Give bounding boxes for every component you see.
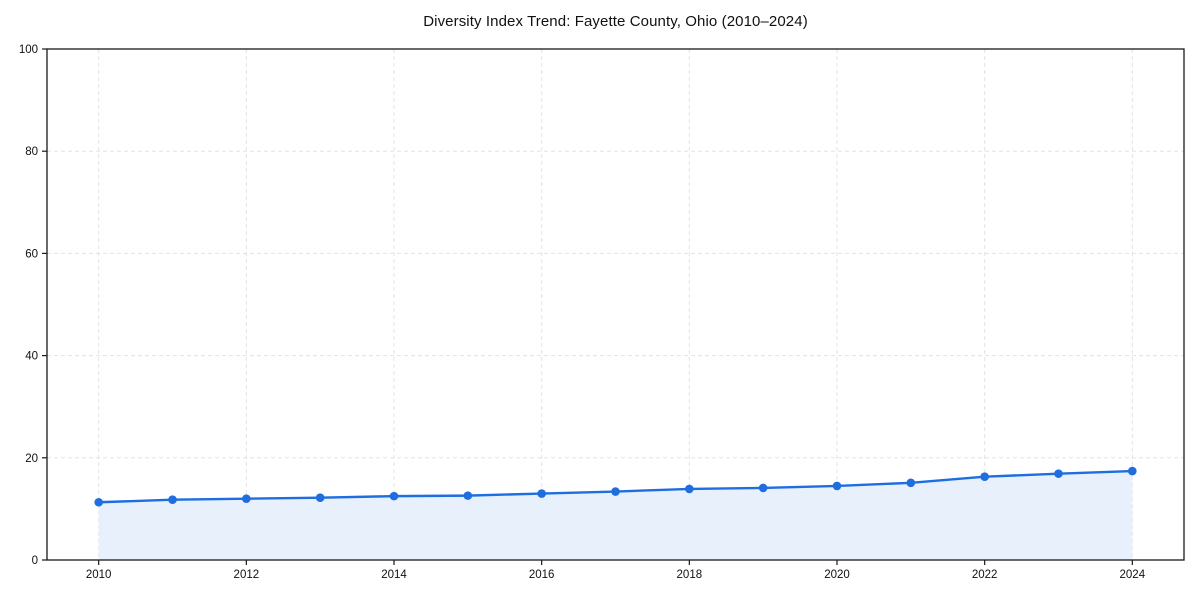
- y-tick-label: 40: [25, 351, 38, 363]
- data-point: [315, 493, 325, 502]
- data-point: [1054, 469, 1063, 478]
- x-tick-label: 2010: [86, 569, 112, 581]
- y-tick-label: 20: [25, 453, 38, 465]
- x-tick-label: 2020: [824, 569, 850, 581]
- x-tick-label: 2014: [381, 569, 407, 581]
- x-tick-label: 2024: [1120, 569, 1146, 581]
- data-point: [980, 472, 989, 482]
- data-point: [832, 481, 842, 491]
- data-point: [758, 483, 768, 493]
- data-point: [94, 497, 103, 507]
- data-point: [242, 494, 251, 503]
- series-area-fill: [98, 471, 1133, 560]
- y-tick-label: 0: [32, 555, 38, 567]
- x-tick-label: 2012: [234, 569, 260, 581]
- data-point: [611, 487, 620, 496]
- data-point: [389, 491, 399, 501]
- chart-title: Diversity Index Trend: Fayette County, O…: [423, 13, 808, 30]
- data-point: [537, 489, 546, 498]
- data-point: [906, 478, 916, 488]
- x-tick-label: 2022: [972, 569, 998, 581]
- y-tick-label: 60: [25, 248, 38, 260]
- plot-frame: [46, 48, 1185, 561]
- data-point: [685, 484, 694, 494]
- data-point: [463, 491, 473, 500]
- x-tick-label: 2016: [529, 569, 555, 581]
- x-tick-label: 2018: [677, 569, 703, 581]
- data-point: [1128, 466, 1137, 476]
- y-tick-label: 80: [25, 146, 38, 158]
- data-point: [168, 495, 177, 505]
- y-tick-label: 100: [19, 44, 38, 56]
